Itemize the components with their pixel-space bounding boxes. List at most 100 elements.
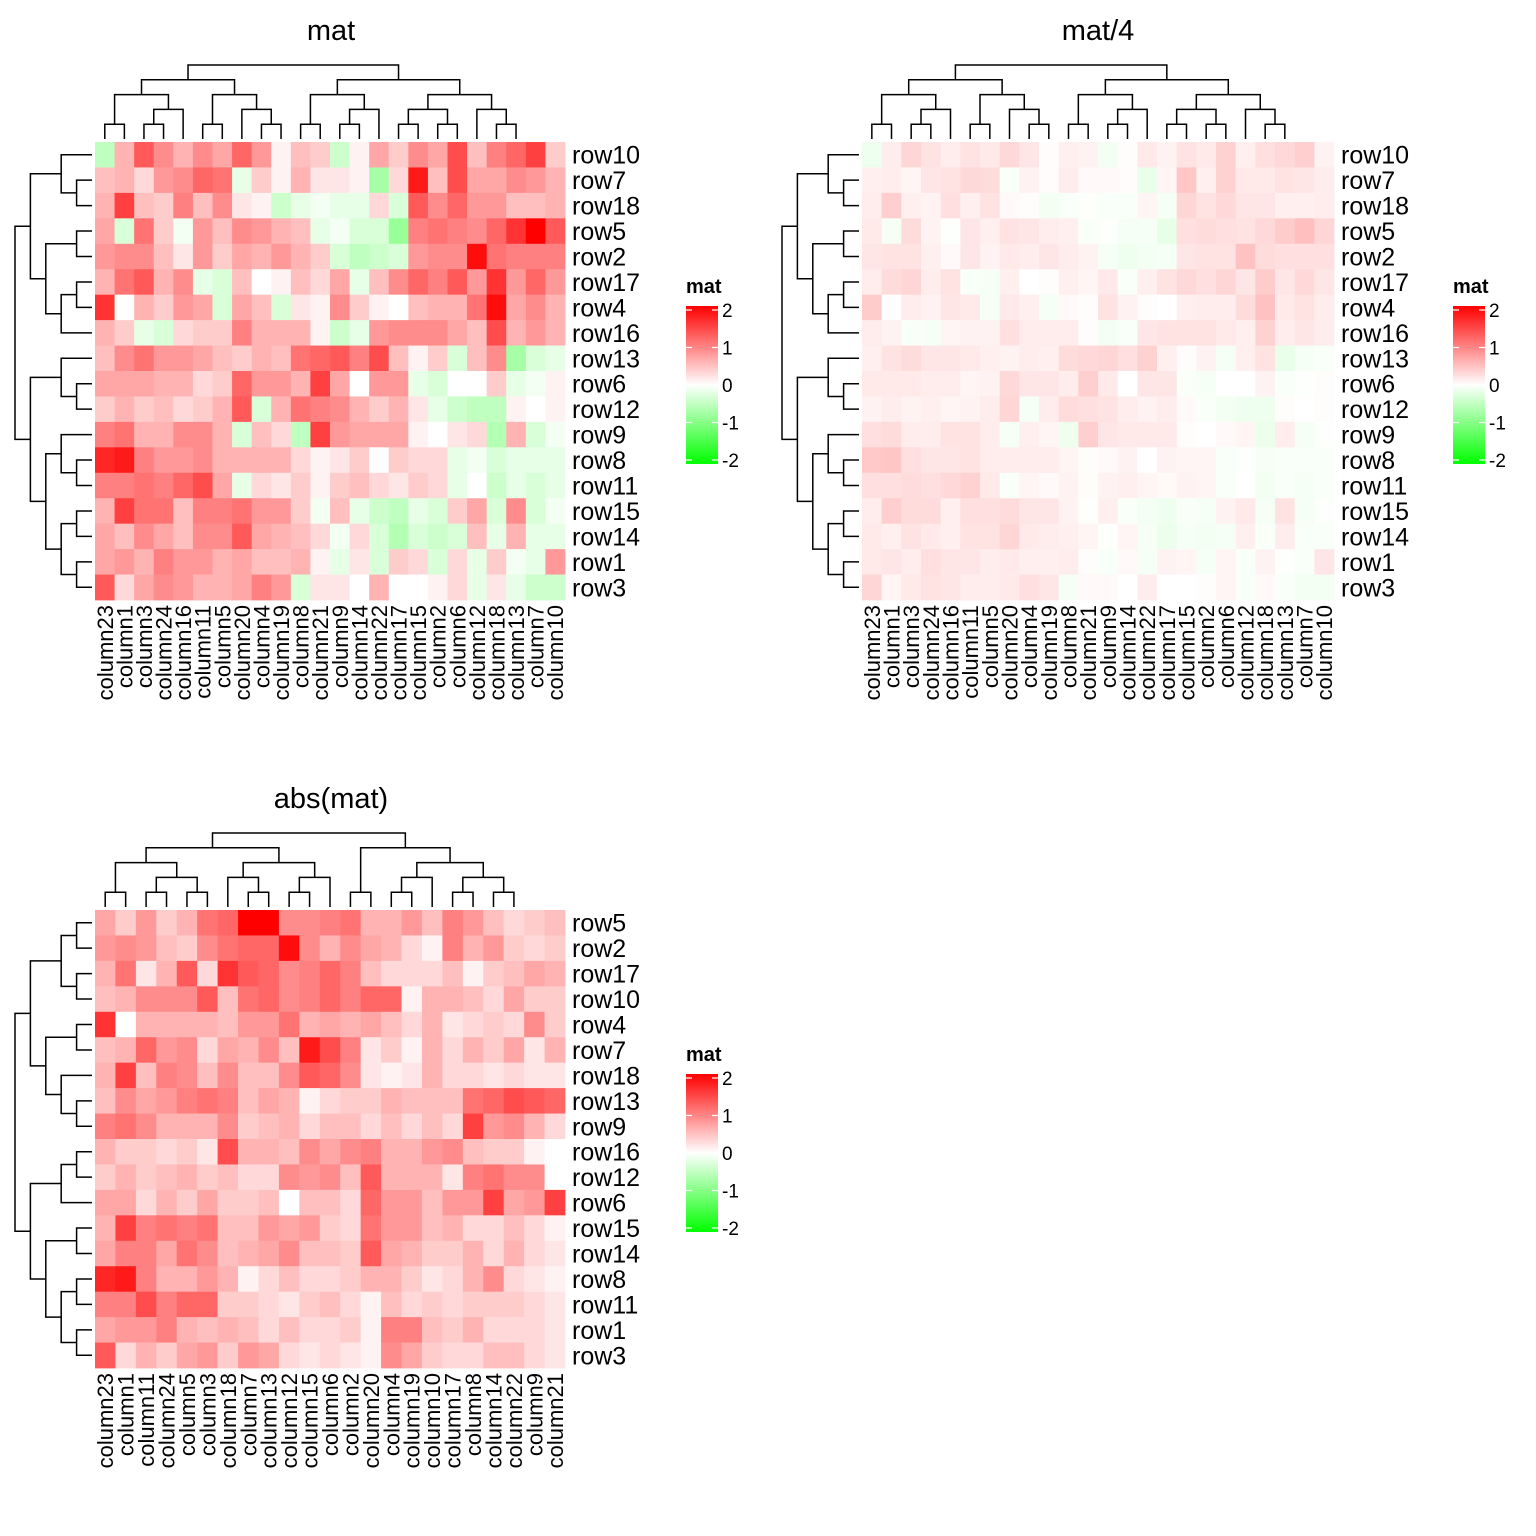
heatmap-cell <box>544 1164 566 1191</box>
column-label: column4 <box>249 605 274 688</box>
heatmap-cell <box>1019 243 1040 270</box>
heatmap-cell <box>503 935 525 962</box>
heatmap-cell <box>1078 396 1099 423</box>
heatmap-cell <box>330 269 350 296</box>
heatmap-cell <box>114 371 135 397</box>
heatmap-cell <box>1019 218 1040 245</box>
heatmap-cell <box>95 269 115 296</box>
heatmap-cell <box>232 371 253 397</box>
heatmap-cell <box>1176 243 1197 270</box>
heatmap-cell <box>921 421 942 448</box>
heatmap-cell <box>1235 523 1256 550</box>
heatmap-cell <box>1275 498 1296 525</box>
row-label: row5 <box>1341 218 1395 246</box>
heatmap-cell <box>1176 345 1197 372</box>
legend-tick-label: 1 <box>1489 339 1500 360</box>
heatmap-cell <box>156 1342 178 1369</box>
heatmap-cell <box>1117 447 1138 474</box>
heatmap-cell <box>921 447 942 474</box>
heatmap-cell <box>1176 549 1197 575</box>
heatmap-cell <box>278 1139 300 1165</box>
heatmap-cell <box>1255 192 1276 219</box>
heatmap-cell <box>212 192 233 219</box>
heatmap-cell <box>960 421 981 448</box>
column-dendrogram <box>871 64 1286 139</box>
heatmap-cell <box>1255 345 1276 372</box>
heatmap-cell <box>1019 192 1040 219</box>
column-label: column1 <box>880 605 905 688</box>
heatmap-cell <box>1137 371 1158 397</box>
heatmap-cell <box>360 1342 382 1369</box>
heatmap-cell <box>901 549 922 575</box>
heatmap-cell <box>153 574 174 601</box>
heatmap-cell <box>408 447 429 474</box>
heatmap-cell <box>310 523 331 550</box>
heatmap-cell <box>251 243 272 270</box>
heatmap-cell <box>197 986 218 1013</box>
row-label: row7 <box>572 1037 626 1065</box>
heatmap-cell <box>1255 549 1276 575</box>
heatmap-cell <box>330 447 350 474</box>
heatmap-cell <box>408 472 429 499</box>
heatmap-cell <box>360 986 382 1013</box>
heatmap-cell <box>1019 269 1040 296</box>
heatmap-cell <box>330 192 350 219</box>
heatmap-cell <box>1039 371 1060 397</box>
heatmap-cell <box>232 192 253 219</box>
heatmap-cell <box>1176 574 1197 601</box>
heatmap-cell <box>462 1189 484 1216</box>
column-label: column11 <box>134 1373 159 1467</box>
heatmap-cell <box>176 960 198 987</box>
legend-tick-label: 0 <box>1489 376 1500 397</box>
heatmap-cell <box>135 1215 157 1242</box>
heatmap-cell <box>483 910 505 936</box>
heatmap-cell <box>442 1139 464 1165</box>
heatmap-cell <box>999 269 1020 296</box>
heatmap-cell <box>442 1011 464 1038</box>
heatmap-cell <box>340 1062 362 1089</box>
heatmap-body <box>95 910 566 1369</box>
heatmap-cell <box>369 523 390 550</box>
heatmap-cell <box>1117 371 1138 397</box>
heatmap-cell <box>319 1164 341 1191</box>
heatmap-cell <box>156 1164 178 1191</box>
heatmap-cell <box>278 1113 300 1140</box>
heatmap-cell <box>486 523 507 550</box>
column-label: column16 <box>171 605 196 700</box>
heatmap-cell <box>388 574 409 601</box>
heatmap-cell <box>1275 447 1296 474</box>
heatmap-cell <box>1275 549 1296 575</box>
heatmap-cell <box>960 294 981 321</box>
heatmap-cell <box>192 142 213 168</box>
heatmap-cell <box>114 294 135 321</box>
heatmap-cell <box>862 345 883 372</box>
heatmap-cell <box>176 1088 198 1114</box>
column-label: column17 <box>441 1373 466 1468</box>
heatmap-cell <box>483 1011 505 1038</box>
heatmap-cell <box>1039 396 1060 423</box>
heatmap-cell <box>1117 472 1138 499</box>
heatmap-cell <box>999 421 1020 448</box>
heatmap-cell <box>95 1037 116 1064</box>
heatmap-cell <box>153 294 174 321</box>
heatmap-cell <box>401 1037 423 1064</box>
heatmap-cell <box>95 574 115 601</box>
heatmap-cell <box>258 1139 280 1165</box>
heatmap-cell <box>1314 472 1335 499</box>
heatmap-cell <box>212 218 233 245</box>
heatmap-cell <box>381 1215 402 1242</box>
heatmap-cell <box>940 421 961 448</box>
heatmap-cell <box>545 192 566 219</box>
heatmap-cell <box>360 1088 382 1114</box>
heatmap-cell <box>114 345 135 372</box>
heatmap-cell <box>1294 294 1315 321</box>
heatmap-cell <box>319 1317 341 1343</box>
heatmap-cell <box>442 960 464 987</box>
row-label: row3 <box>572 1342 626 1370</box>
heatmap-cell <box>238 1240 259 1267</box>
heatmap-cell <box>921 498 942 525</box>
row-label: row11 <box>572 1291 638 1319</box>
heatmap-cell <box>271 523 292 550</box>
heatmap-cell <box>486 472 507 499</box>
heatmap-cell <box>192 345 213 372</box>
